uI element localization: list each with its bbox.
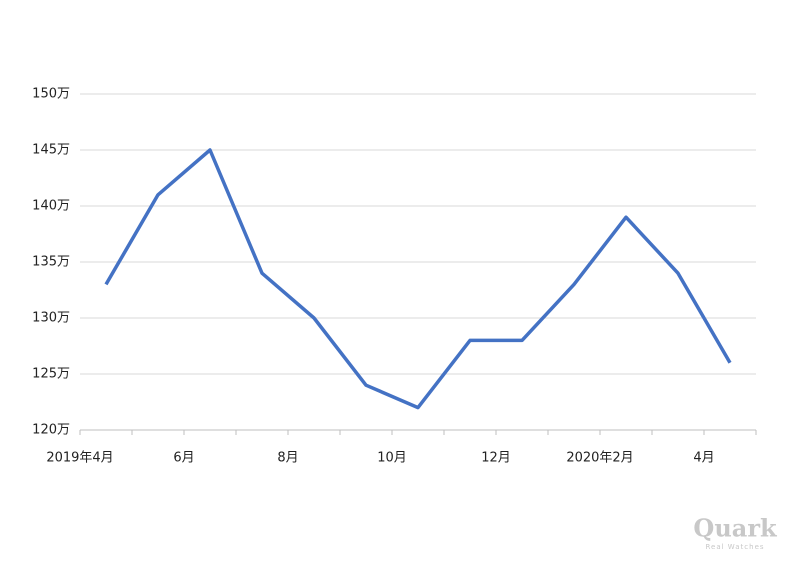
y-tick-label: 145万 [32,143,70,158]
x-tick-label: 2019年4月 [46,451,113,466]
line-series [104,148,732,410]
watermark-brand: Quark [693,514,778,543]
x-tick-label: 6月 [173,451,194,466]
x-tick-label: 8月 [277,451,298,466]
y-tick-label: 120万 [32,423,70,438]
x-tick-label: 2020年2月 [566,451,633,466]
x-tick-label: 10月 [377,451,407,466]
y-tick-label: 135万 [32,255,70,270]
x-tick-label: 12月 [481,451,511,466]
y-tick-label: 140万 [32,199,70,214]
watermark-tagline: Real Watches [705,543,764,551]
y-tick-label: 125万 [32,367,70,382]
y-tick-label: 150万 [32,87,70,102]
y-tick-label: 130万 [32,311,70,326]
x-tick-label: 4月 [693,451,714,466]
